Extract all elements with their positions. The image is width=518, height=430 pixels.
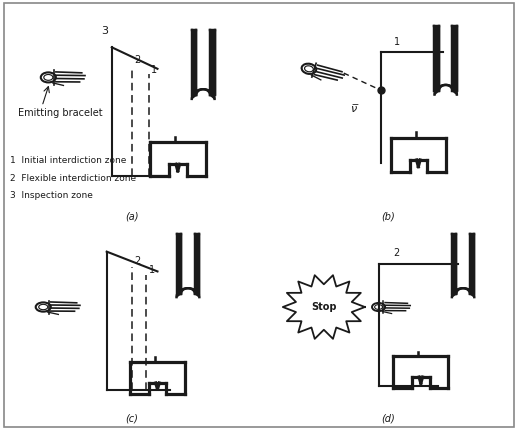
- Text: Emitting bracelet: Emitting bracelet: [18, 108, 103, 118]
- Text: (a): (a): [125, 211, 139, 221]
- Polygon shape: [435, 85, 457, 95]
- Text: 1: 1: [394, 37, 399, 47]
- Polygon shape: [177, 288, 199, 297]
- Text: 1  Initial interdiction zone: 1 Initial interdiction zone: [10, 157, 126, 166]
- Text: 1: 1: [149, 265, 155, 275]
- Text: 1: 1: [151, 65, 157, 75]
- Polygon shape: [452, 234, 456, 294]
- Text: (d): (d): [382, 414, 395, 424]
- Polygon shape: [210, 30, 214, 95]
- Polygon shape: [452, 26, 457, 91]
- Text: ν̅: ν̅: [351, 104, 357, 114]
- Polygon shape: [435, 26, 439, 91]
- Polygon shape: [452, 288, 474, 297]
- Polygon shape: [195, 234, 199, 294]
- Polygon shape: [283, 275, 365, 339]
- Polygon shape: [470, 234, 474, 294]
- Text: (c): (c): [126, 414, 138, 424]
- Polygon shape: [177, 234, 181, 294]
- Polygon shape: [192, 89, 214, 99]
- Text: 2  Flexible interdiction zone: 2 Flexible interdiction zone: [10, 174, 136, 183]
- Text: Stop: Stop: [311, 302, 337, 312]
- Text: 3: 3: [102, 26, 109, 37]
- Polygon shape: [192, 30, 196, 95]
- Text: 2: 2: [135, 55, 141, 65]
- Text: 3  Inspection zone: 3 Inspection zone: [10, 191, 93, 200]
- Text: 2: 2: [135, 256, 141, 267]
- Text: 2: 2: [394, 248, 400, 258]
- Text: (b): (b): [382, 211, 395, 221]
